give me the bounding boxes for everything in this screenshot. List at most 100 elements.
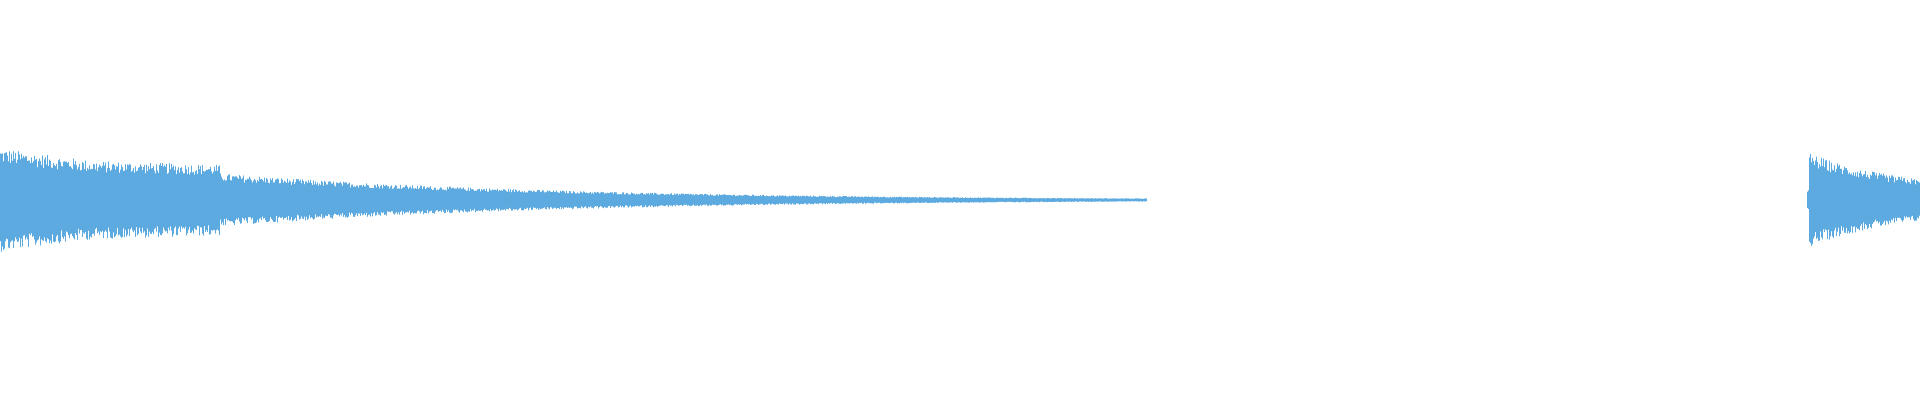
waveform-sample	[1871, 175, 1872, 229]
waveform-sample	[1043, 198, 1044, 203]
waveform-sample	[228, 174, 229, 220]
waveform-sample	[377, 183, 378, 213]
waveform-sample	[1039, 198, 1040, 203]
waveform-sample	[169, 163, 170, 231]
waveform-sample	[484, 189, 485, 209]
waveform-sample	[302, 179, 303, 219]
waveform-sample	[400, 184, 401, 213]
waveform-sample	[897, 197, 898, 204]
waveform-sample	[1139, 198, 1140, 202]
waveform-sample	[457, 187, 458, 210]
waveform-sample	[1012, 198, 1013, 203]
waveform-sample	[1096, 198, 1097, 202]
waveform-sample	[501, 190, 502, 210]
waveform-sample	[522, 191, 523, 211]
waveform-sample	[1841, 168, 1842, 227]
waveform-sample	[48, 166, 49, 240]
waveform-sample	[1810, 153, 1811, 244]
waveform-sample	[325, 181, 326, 216]
waveform-sample	[886, 197, 887, 203]
waveform-sample	[622, 192, 623, 206]
waveform-sample	[1119, 198, 1120, 202]
waveform-sample	[1141, 198, 1142, 202]
waveform-sample	[1916, 179, 1917, 221]
waveform-sample	[1853, 172, 1854, 227]
waveform-sample	[268, 182, 269, 222]
waveform-sample	[258, 181, 259, 223]
waveform-sample	[1886, 175, 1887, 221]
waveform-sample	[1826, 159, 1827, 231]
waveform-sample	[584, 191, 585, 207]
waveform-sample	[407, 186, 408, 212]
waveform-sample	[1024, 197, 1025, 202]
waveform-sample	[256, 182, 257, 223]
waveform-sample	[1062, 198, 1063, 202]
waveform-sample	[954, 197, 955, 203]
waveform-sample	[630, 194, 631, 206]
waveform-sample	[67, 163, 68, 233]
waveform-sample	[283, 182, 284, 220]
waveform-sample	[225, 180, 226, 225]
waveform-sample	[943, 197, 944, 203]
waveform-sample	[1048, 198, 1049, 202]
waveform-sample	[706, 194, 707, 205]
waveform-sample	[257, 180, 258, 220]
waveform-sample	[560, 190, 561, 207]
waveform-sample	[811, 196, 812, 205]
waveform-sample	[637, 194, 638, 206]
waveform-sample	[1, 153, 2, 252]
waveform-sample	[754, 195, 755, 205]
waveform-sample	[443, 189, 444, 212]
waveform-sample	[264, 177, 265, 218]
waveform-sample	[632, 193, 633, 207]
waveform-sample	[653, 194, 654, 208]
waveform-sample	[491, 190, 492, 212]
waveform-sample	[1862, 176, 1863, 231]
waveform-sample	[969, 198, 970, 203]
waveform-sample	[476, 190, 477, 211]
waveform-sample	[586, 192, 587, 208]
waveform-sample	[101, 167, 102, 233]
waveform-sample	[751, 195, 752, 205]
waveform-sample	[1815, 160, 1816, 232]
waveform-sample	[699, 194, 700, 206]
waveform-sample	[158, 172, 159, 238]
waveform-sample	[358, 187, 359, 214]
waveform-sample	[1004, 198, 1005, 203]
waveform-sample	[188, 167, 189, 230]
waveform-sample	[333, 181, 334, 216]
waveform-sample	[14, 158, 15, 242]
waveform-sample	[97, 171, 98, 234]
waveform-sample	[174, 170, 175, 229]
waveform-sample	[582, 193, 583, 208]
waveform-sample	[1908, 181, 1909, 218]
waveform-sample	[565, 193, 566, 208]
waveform-sample	[674, 193, 675, 206]
waveform-sample	[240, 176, 241, 224]
waveform-sample	[1041, 198, 1042, 202]
waveform-sample	[288, 182, 289, 216]
waveform-sample	[212, 173, 213, 231]
waveform-sample	[718, 195, 719, 206]
waveform-sample	[165, 166, 166, 232]
waveform-sample	[296, 178, 297, 221]
waveform-sample	[1045, 198, 1046, 202]
waveform-sample	[685, 194, 686, 205]
waveform-sample	[793, 195, 794, 205]
waveform-sample	[267, 179, 268, 222]
waveform-sample	[16, 163, 17, 240]
waveform-sample	[337, 182, 338, 216]
waveform-sample	[449, 186, 450, 213]
waveform-sample	[548, 191, 549, 209]
waveform-sample	[871, 196, 872, 204]
waveform-sample	[558, 192, 559, 208]
waveform-sample	[748, 195, 749, 205]
waveform-sample	[828, 196, 829, 203]
waveform-sample	[77, 169, 78, 240]
waveform-sample	[879, 197, 880, 203]
waveform-sample	[658, 194, 659, 207]
waveform-sample	[568, 193, 569, 208]
waveform-sample	[185, 165, 186, 227]
waveform-sample	[883, 196, 884, 203]
